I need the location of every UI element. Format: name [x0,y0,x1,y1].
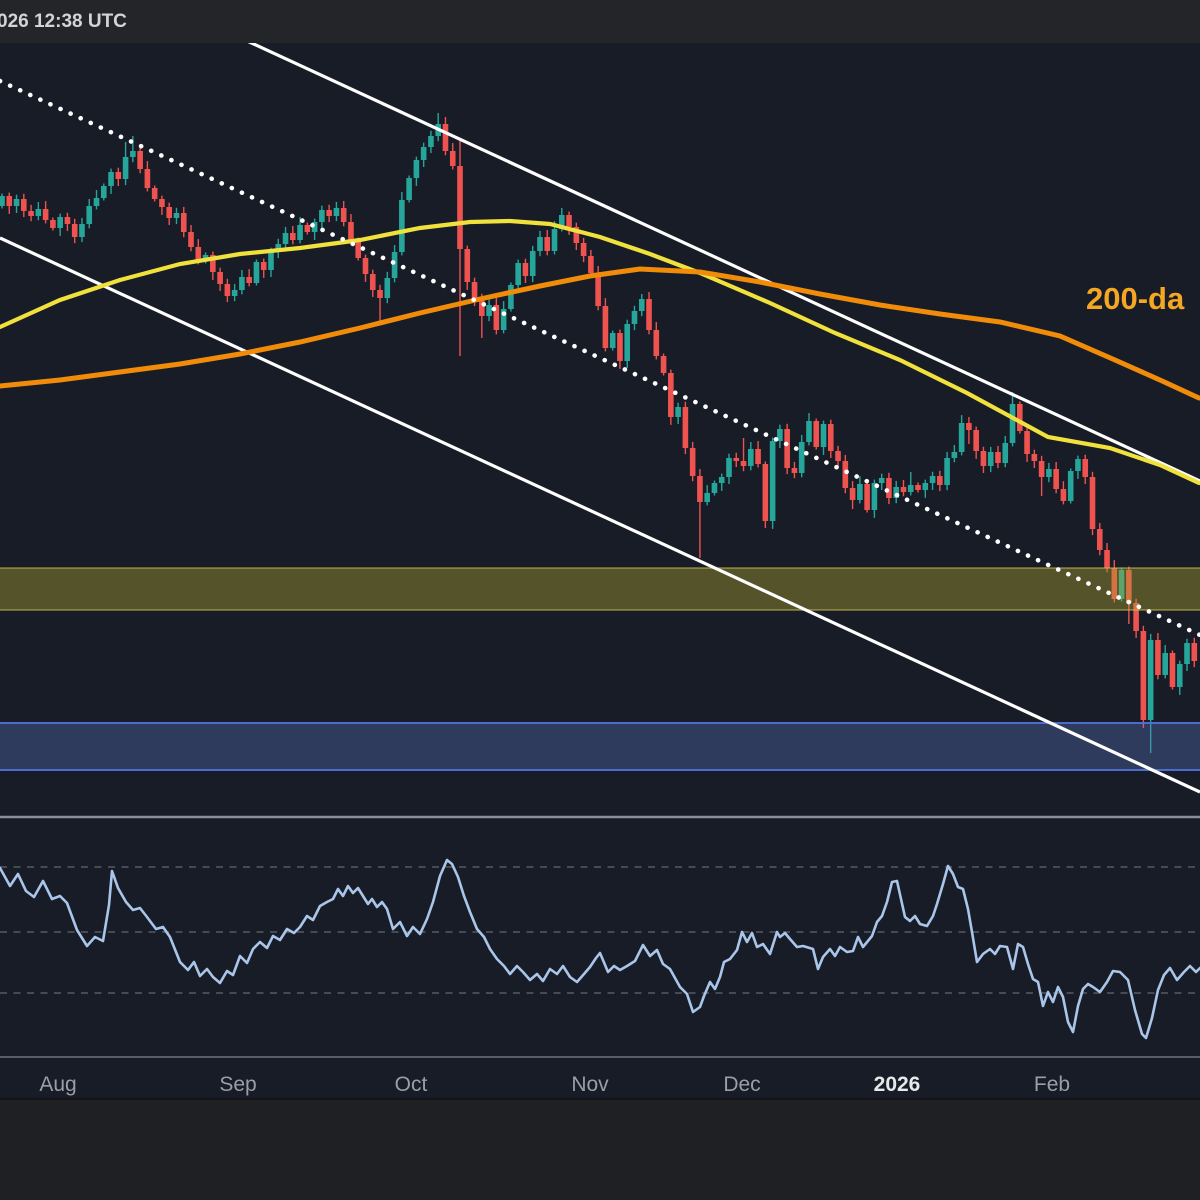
support-zone-blue [0,722,1200,771]
rsi-panel[interactable] [0,858,1200,1040]
channel-mid-dotted-line[interactable] [0,78,1200,638]
resistance-zone-olive [0,567,1200,611]
x-axis-label-sep: Sep [219,1073,256,1096]
chart-timestamp: 026 12:38 UTC [0,10,127,32]
x-axis-label-dec: Dec [723,1073,760,1096]
chart-header-bar: 026 12:38 UTC [0,0,1200,43]
x-axis: Aug Sep Oct Nov Dec 2026 Feb [39,1073,1070,1096]
channel-upper-line[interactable] [244,38,1200,483]
x-axis-label-nov: Nov [571,1073,609,1096]
candlestick-series [0,113,1198,753]
footer-bar [0,1099,1200,1200]
ma-50-line [0,218,1200,486]
x-axis-label-feb: Feb [1034,1073,1070,1096]
x-axis-label-2026: 2026 [874,1073,921,1096]
rsi-line [0,858,1200,1040]
ma-200-label: 200-da [1086,281,1185,316]
ma-200-line [0,266,1200,401]
x-axis-label-oct: Oct [395,1073,428,1096]
channel-lower-line[interactable] [0,236,1200,794]
x-axis-label-aug: Aug [39,1073,76,1096]
